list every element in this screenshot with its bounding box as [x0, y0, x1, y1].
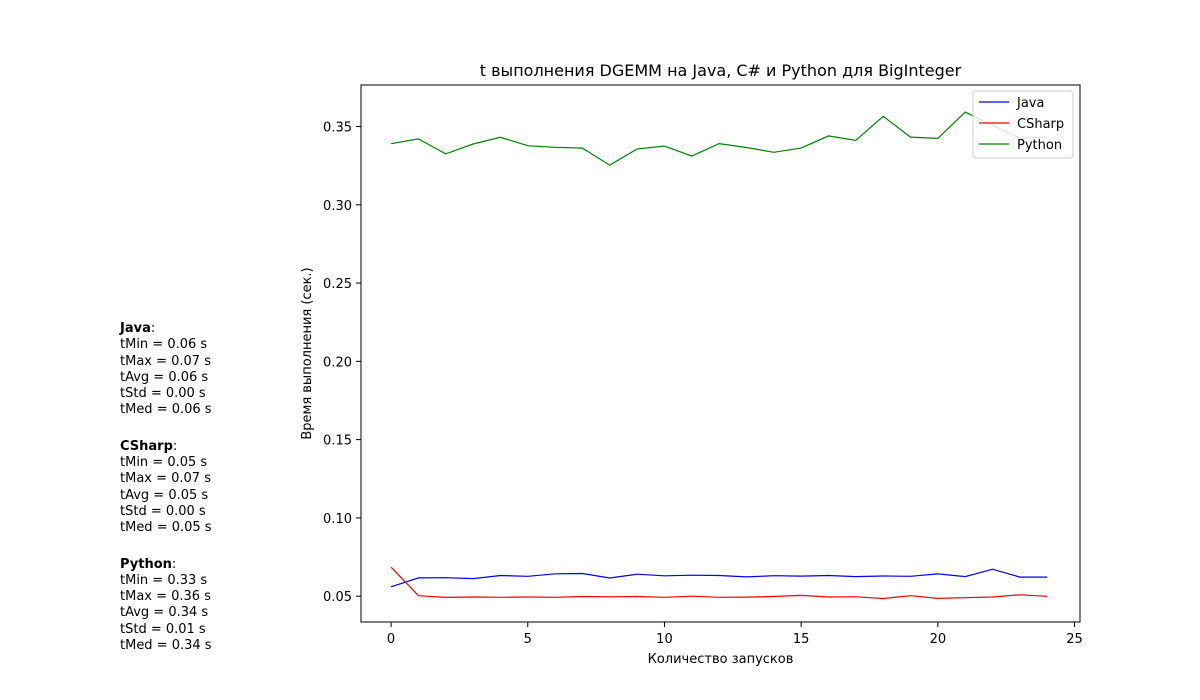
legend-label-csharp: CSharp [1017, 117, 1064, 132]
y-tick-label: 0.30 [323, 199, 352, 214]
y-tick-label: 0.15 [323, 434, 352, 449]
y-tick-label: 0.25 [323, 277, 352, 292]
x-tick-label: 20 [930, 632, 947, 647]
stats-line: tMin = 0.33 s [120, 572, 208, 588]
stats-heading: Java [120, 321, 151, 336]
x-tick-label: 15 [793, 632, 810, 647]
y-tick-label: 0.35 [323, 120, 352, 135]
stats-line: tMax = 0.07 s [120, 471, 211, 487]
series-line-csharp [390, 566, 1048, 600]
chart-title: t выполнения DGEMM на Java, C# и Python … [480, 61, 962, 80]
y-tick-label: 0.05 [323, 590, 352, 605]
stats-heading: Python [120, 556, 172, 572]
stats-line: tAvg = 0.05 s [120, 487, 209, 503]
stats-line: tMax = 0.07 s [120, 353, 211, 369]
stats-block-csharp: CSharp: tMin = 0.05 s tMax = 0.07 s tAvg = … [120, 438, 212, 536]
legend-label-python: Python [1017, 138, 1062, 153]
y-tick-label: 0.20 [323, 355, 352, 370]
stats-line: tMax = 0.36 s [120, 589, 211, 605]
stats-heading: CSharp [120, 438, 173, 454]
x-tick-label: 5 [524, 632, 532, 647]
x-tick-label: 0 [387, 632, 395, 647]
stats-line: tMed = 0.06 s [120, 402, 212, 418]
x-tick-label: 25 [1066, 632, 1083, 647]
plot-frame [360, 84, 1081, 623]
stats-line: tAvg = 0.34 s [120, 605, 209, 621]
stats-line: tMed = 0.34 s [120, 638, 212, 654]
series-line-python [390, 111, 1048, 166]
stats-block-java: Java: tMin = 0.06 s tMax = 0.07 s tAvg = 0.… [120, 321, 212, 418]
stats-line: tStd = 0.00 s [120, 386, 206, 402]
y-axis-label: Время выполнения (сек.) [300, 267, 315, 439]
stats-line: tStd = 0.00 s [120, 503, 206, 519]
y-tick-label: 0.10 [323, 512, 352, 527]
x-axis-label: Количество запусков [648, 652, 794, 667]
legend-label-java: Java [1016, 96, 1044, 111]
series-line-java [390, 568, 1048, 588]
stats-block-python: Python: tMin = 0.33 s tMax = 0.36 s tAvg = … [120, 556, 212, 654]
stats-line: tMed = 0.05 s [120, 520, 212, 536]
legend-box [972, 90, 1074, 159]
stats-panel: Java: tMin = 0.06 s tMax = 0.07 s tAvg = 0.… [120, 321, 212, 674]
stats-line: tStd = 0.01 s [120, 621, 206, 637]
stats-line: tMin = 0.06 s [120, 337, 208, 353]
stats-line: tMin = 0.05 s [120, 455, 208, 471]
x-tick-label: 10 [656, 632, 673, 647]
stats-line: tAvg = 0.06 s [120, 369, 209, 385]
